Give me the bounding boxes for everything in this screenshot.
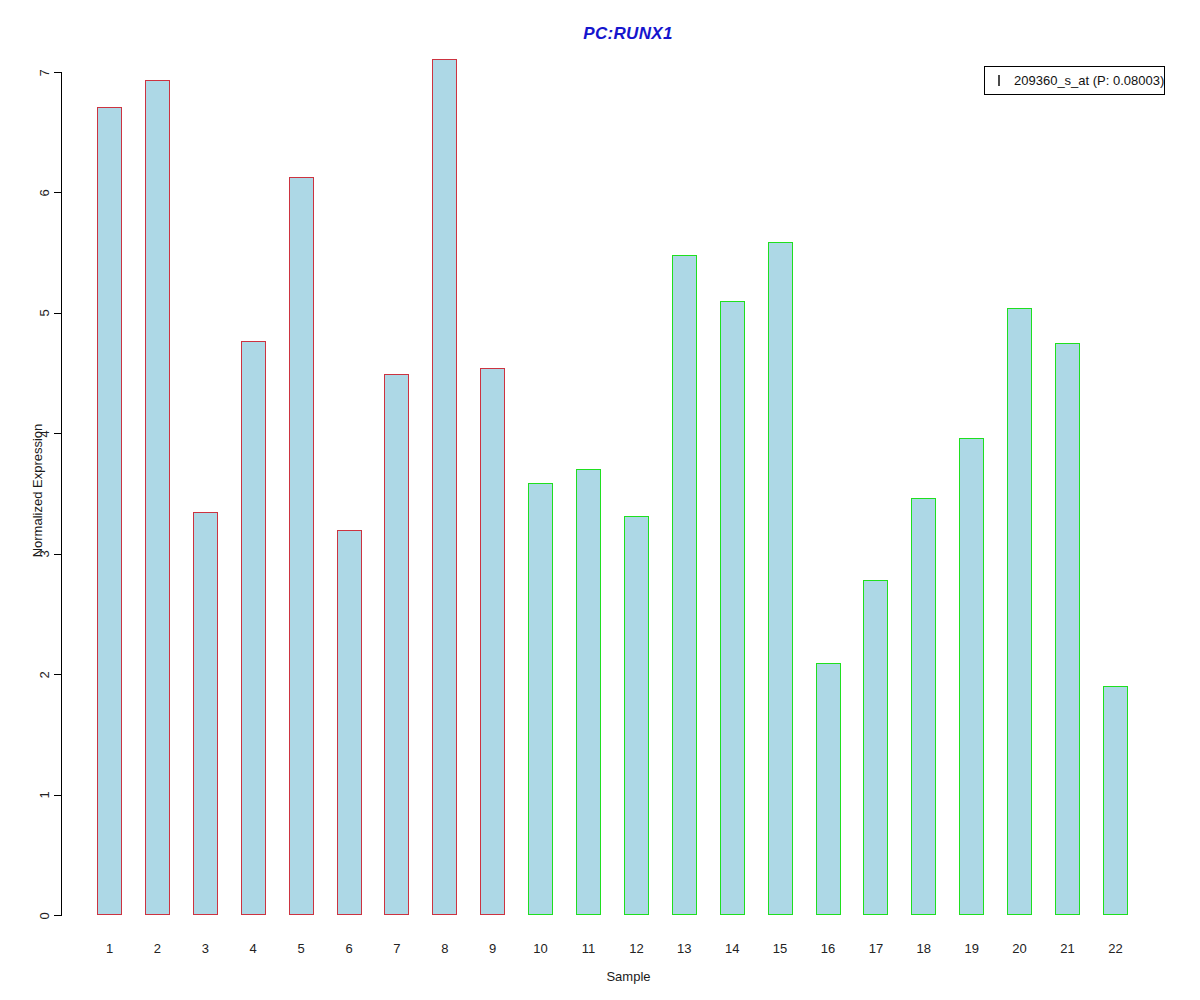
y-tick-label: 2 xyxy=(37,671,52,678)
y-tick-mark xyxy=(54,192,61,193)
chart-title: PC:RUNX1 xyxy=(90,24,1166,44)
x-tick-label: 1 xyxy=(93,941,127,956)
y-tick-label: 1 xyxy=(37,791,52,798)
bar-sample-1 xyxy=(97,107,122,915)
bar-sample-2 xyxy=(145,80,170,915)
bar-sample-6 xyxy=(337,530,362,915)
bar-sample-15 xyxy=(768,242,793,915)
legend: 209360_s_at (P: 0.08003) xyxy=(984,66,1165,95)
bar-sample-13 xyxy=(672,255,697,915)
y-tick-label: 4 xyxy=(37,430,52,437)
y-tick-label: 5 xyxy=(37,310,52,317)
x-tick-label: 8 xyxy=(428,941,462,956)
bar-sample-12 xyxy=(624,516,649,915)
y-tick-mark xyxy=(54,795,61,796)
x-tick-label: 19 xyxy=(955,941,989,956)
y-tick-mark xyxy=(54,915,61,916)
y-tick-label: 0 xyxy=(37,912,52,919)
bar-sample-10 xyxy=(528,483,553,915)
x-tick-label: 18 xyxy=(907,941,941,956)
x-tick-label: 5 xyxy=(284,941,318,956)
x-axis-label: Sample xyxy=(97,969,1160,984)
x-tick-label: 12 xyxy=(619,941,653,956)
x-tick-label: 16 xyxy=(811,941,845,956)
x-tick-label: 4 xyxy=(236,941,270,956)
x-tick-label: 7 xyxy=(380,941,414,956)
x-tick-label: 11 xyxy=(572,941,606,956)
x-tick-label: 22 xyxy=(1098,941,1132,956)
bar-sample-18 xyxy=(911,498,936,915)
chart-canvas: PC:RUNX1 Normalized Expression Sample 20… xyxy=(0,0,1200,1000)
bar-sample-14 xyxy=(720,301,745,915)
y-tick-mark xyxy=(54,313,61,314)
bar-sample-21 xyxy=(1055,343,1080,915)
bar-sample-3 xyxy=(193,512,218,915)
x-tick-label: 15 xyxy=(763,941,797,956)
x-tick-label: 13 xyxy=(667,941,701,956)
y-axis-line xyxy=(61,72,62,916)
bar-sample-16 xyxy=(816,663,841,915)
legend-label: 209360_s_at (P: 0.08003) xyxy=(1014,73,1164,88)
x-tick-label: 17 xyxy=(859,941,893,956)
y-tick-label: 7 xyxy=(37,69,52,76)
legend-swatch-icon xyxy=(998,75,1000,86)
x-tick-label: 6 xyxy=(332,941,366,956)
x-tick-label: 9 xyxy=(476,941,510,956)
x-tick-label: 20 xyxy=(1003,941,1037,956)
bar-sample-7 xyxy=(384,374,409,915)
x-tick-label: 10 xyxy=(524,941,558,956)
y-tick-mark xyxy=(54,72,61,73)
bar-sample-9 xyxy=(480,368,505,915)
y-tick-label: 6 xyxy=(37,189,52,196)
bar-sample-4 xyxy=(241,341,266,915)
bar-sample-22 xyxy=(1103,686,1128,915)
y-tick-mark xyxy=(54,433,61,434)
bar-sample-8 xyxy=(432,59,457,915)
y-tick-mark xyxy=(54,554,61,555)
x-tick-label: 2 xyxy=(140,941,174,956)
x-tick-label: 3 xyxy=(188,941,222,956)
y-tick-mark xyxy=(54,674,61,675)
bar-sample-5 xyxy=(289,177,314,915)
x-tick-label: 14 xyxy=(715,941,749,956)
bar-sample-11 xyxy=(576,469,601,915)
bar-sample-17 xyxy=(863,580,888,915)
y-tick-label: 3 xyxy=(37,551,52,558)
bar-sample-19 xyxy=(959,438,984,915)
x-tick-label: 21 xyxy=(1051,941,1085,956)
bar-sample-20 xyxy=(1007,308,1032,915)
